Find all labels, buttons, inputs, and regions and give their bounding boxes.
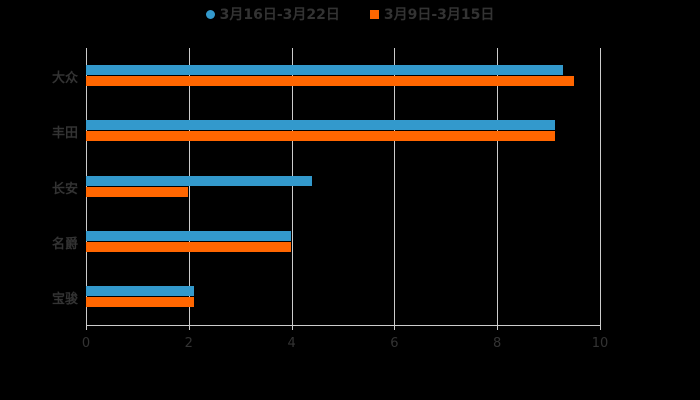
category-label: 名爵 bbox=[51, 236, 78, 252]
legend-item-week-1[interactable]: 3月9日-3月15日 bbox=[369, 4, 495, 24]
bar-week-2[interactable] bbox=[86, 175, 313, 186]
plot-area bbox=[86, 48, 601, 325]
series-marker-icon bbox=[205, 9, 215, 19]
x-tick-label: 6 bbox=[390, 336, 399, 351]
x-tick bbox=[188, 325, 190, 330]
legend-label: 3月16日-3月22日 bbox=[219, 7, 340, 23]
bar-week-2[interactable] bbox=[86, 230, 292, 241]
x-tick-label: 2 bbox=[184, 336, 193, 351]
x-tick bbox=[394, 325, 396, 330]
x-tick bbox=[600, 325, 601, 330]
gridline bbox=[188, 48, 190, 325]
bar-week-2[interactable] bbox=[86, 64, 563, 75]
legend-label: 3月9日-3月15日 bbox=[383, 7, 495, 23]
x-tick bbox=[291, 325, 293, 330]
bar-week-1[interactable] bbox=[86, 297, 194, 308]
bar-week-1[interactable] bbox=[86, 75, 574, 86]
x-axis-line bbox=[86, 325, 600, 326]
x-tick bbox=[86, 325, 87, 330]
x-tick-label: 0 bbox=[81, 336, 91, 351]
bar-week-2[interactable] bbox=[86, 120, 555, 131]
category-label: 大众 bbox=[51, 70, 78, 86]
series-marker-icon bbox=[369, 9, 379, 19]
gridline bbox=[394, 48, 396, 325]
bar-week-1[interactable] bbox=[86, 131, 555, 142]
gridline bbox=[291, 48, 293, 325]
gridline bbox=[497, 48, 499, 325]
chart-legend: 3月16日-3月22日 3月9日-3月15日 bbox=[0, 4, 700, 24]
category-label: 丰田 bbox=[51, 126, 78, 142]
category-label: 长安 bbox=[51, 181, 78, 197]
x-tick-label: 8 bbox=[493, 336, 502, 351]
bar-week-1[interactable] bbox=[86, 241, 292, 252]
x-tick-label: 10 bbox=[591, 336, 609, 351]
bar-week-1[interactable] bbox=[86, 186, 188, 197]
legend-item-week-2[interactable]: 3月16日-3月22日 bbox=[205, 4, 340, 24]
category-label: 宝骏 bbox=[51, 292, 78, 308]
x-tick bbox=[497, 325, 499, 330]
gridline bbox=[600, 48, 601, 325]
x-tick-label: 4 bbox=[287, 336, 296, 351]
bar-week-2[interactable] bbox=[86, 286, 194, 297]
